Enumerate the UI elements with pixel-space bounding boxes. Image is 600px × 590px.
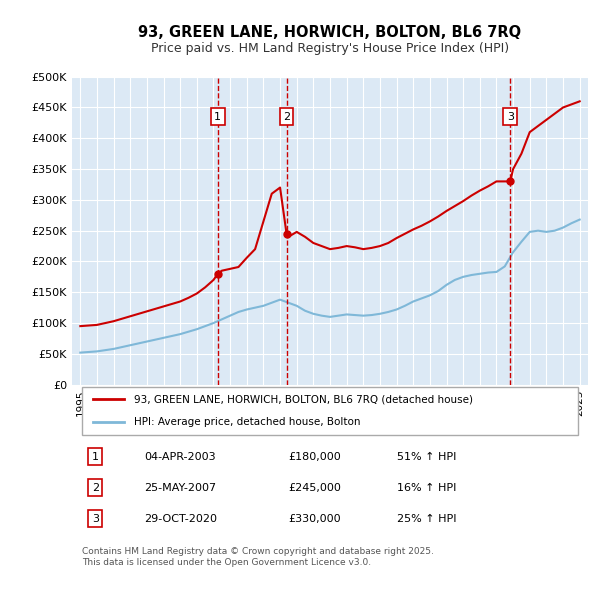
Text: £245,000: £245,000 xyxy=(289,483,341,493)
Text: 3: 3 xyxy=(92,514,99,524)
Text: 04-APR-2003: 04-APR-2003 xyxy=(144,452,216,462)
Text: 93, GREEN LANE, HORWICH, BOLTON, BL6 7RQ: 93, GREEN LANE, HORWICH, BOLTON, BL6 7RQ xyxy=(139,25,521,40)
Text: Contains HM Land Registry data © Crown copyright and database right 2025.
This d: Contains HM Land Registry data © Crown c… xyxy=(82,548,434,567)
Text: £330,000: £330,000 xyxy=(289,514,341,524)
Text: 2: 2 xyxy=(92,483,99,493)
Text: 16% ↑ HPI: 16% ↑ HPI xyxy=(397,483,457,493)
Text: 51% ↑ HPI: 51% ↑ HPI xyxy=(397,452,457,462)
Text: 2: 2 xyxy=(283,112,290,122)
Text: HPI: Average price, detached house, Bolton: HPI: Average price, detached house, Bolt… xyxy=(134,417,361,427)
Text: £180,000: £180,000 xyxy=(289,452,341,462)
Text: 93, GREEN LANE, HORWICH, BOLTON, BL6 7RQ (detached house): 93, GREEN LANE, HORWICH, BOLTON, BL6 7RQ… xyxy=(134,395,473,404)
Text: Price paid vs. HM Land Registry's House Price Index (HPI): Price paid vs. HM Land Registry's House … xyxy=(151,42,509,55)
Text: 1: 1 xyxy=(92,452,99,462)
Text: 1: 1 xyxy=(214,112,221,122)
FancyBboxPatch shape xyxy=(82,387,578,435)
Text: 3: 3 xyxy=(507,112,514,122)
Text: 29-OCT-2020: 29-OCT-2020 xyxy=(144,514,217,524)
Text: 25% ↑ HPI: 25% ↑ HPI xyxy=(397,514,457,524)
Text: 25-MAY-2007: 25-MAY-2007 xyxy=(144,483,217,493)
